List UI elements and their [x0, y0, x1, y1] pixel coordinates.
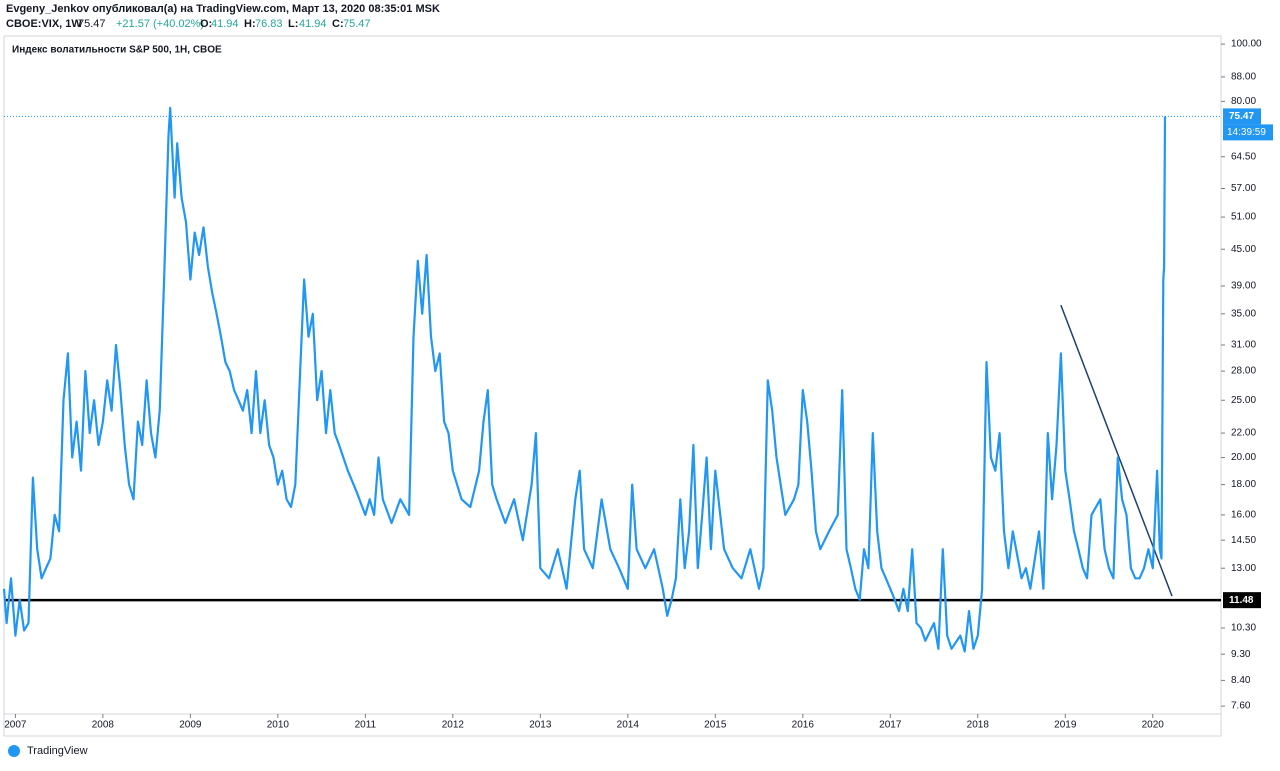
- trend-line: [1060, 304, 1173, 597]
- x-tick-label: 2020: [1142, 720, 1165, 731]
- brand-logo: [8, 745, 20, 757]
- x-tick-label: 2015: [704, 720, 727, 731]
- y-tick-label: 25.00: [1231, 395, 1256, 406]
- y-tick-label: 57.00: [1231, 183, 1256, 194]
- x-tick-label: 2014: [617, 720, 640, 731]
- y-tick-label: 9.30: [1231, 649, 1251, 660]
- y-tick-label: 14.50: [1231, 535, 1256, 546]
- y-tick-label: 80.00: [1231, 96, 1256, 107]
- y-tick-label: 8.40: [1231, 675, 1251, 686]
- ohlc-value: 41.94: [299, 18, 327, 30]
- chart-title: Индекс волатильности S&P 500, 1Н, CBOE: [12, 45, 222, 56]
- series-line: [2, 106, 1167, 653]
- x-tick-label: 2013: [529, 720, 552, 731]
- y-tick-label: 16.00: [1231, 510, 1256, 521]
- y-tick-label: 64.50: [1231, 151, 1256, 162]
- x-tick-label: 2010: [267, 720, 290, 731]
- y-tick-label: 45.00: [1231, 244, 1256, 255]
- symbol: CBOE:VIX, 1W: [6, 18, 82, 30]
- y-tick-label: 88.00: [1231, 72, 1256, 83]
- ohlc-label: L:: [288, 18, 298, 30]
- ohlc-label: C:: [332, 18, 344, 30]
- ohlc-value: 41.94: [211, 18, 239, 30]
- countdown: 14:39:59: [1227, 127, 1266, 138]
- level-label-bg: [1223, 592, 1261, 609]
- brand: TradingView: [27, 745, 88, 757]
- ohlc-label: H:: [244, 18, 256, 30]
- publisher: Evgeny_Jenkov опубликовал(а) на TradingV…: [6, 3, 440, 15]
- price-label-bg: [1223, 108, 1261, 125]
- x-tick-label: 2011: [355, 720, 377, 731]
- y-tick-label: 13.00: [1231, 563, 1256, 574]
- x-tick-label: 2016: [792, 720, 815, 731]
- y-tick-label: 51.00: [1231, 212, 1256, 223]
- x-tick-label: 2018: [967, 720, 990, 731]
- y-tick-label: 100.00: [1231, 39, 1262, 50]
- pane-border: [3, 35, 1222, 737]
- x-tick-label: 2009: [179, 720, 202, 731]
- y-tick-label: 39.00: [1231, 281, 1256, 292]
- ohlc-value: 75.47: [343, 18, 371, 30]
- y-tick-label: 31.00: [1231, 340, 1256, 351]
- y-tick-label: 18.00: [1231, 479, 1256, 490]
- y-tick-label: 22.00: [1231, 428, 1256, 439]
- y-tick-label: 20.00: [1231, 452, 1256, 463]
- x-tick-label: 2012: [442, 720, 465, 731]
- countdown-bg: [1223, 124, 1273, 141]
- ohlc-label: O:: [200, 18, 212, 30]
- x-tick-label: 2017: [879, 720, 902, 731]
- y-tick-label: 7.60: [1231, 701, 1251, 712]
- level-label: 11.48: [1229, 595, 1254, 606]
- price-label: 75.47: [1229, 111, 1254, 122]
- y-tick-label: 35.00: [1231, 308, 1256, 319]
- x-tick-label: 2019: [1054, 720, 1077, 731]
- y-tick-label: 28.00: [1231, 366, 1256, 377]
- last-price: 75.47: [78, 18, 106, 30]
- x-tick-label: 2008: [92, 720, 115, 731]
- y-tick-label: 10.30: [1231, 623, 1256, 634]
- x-tick-label: 2007: [4, 720, 27, 731]
- change: +21.57 (+40.02%): [116, 18, 204, 30]
- ohlc-value: 76.83: [255, 18, 283, 30]
